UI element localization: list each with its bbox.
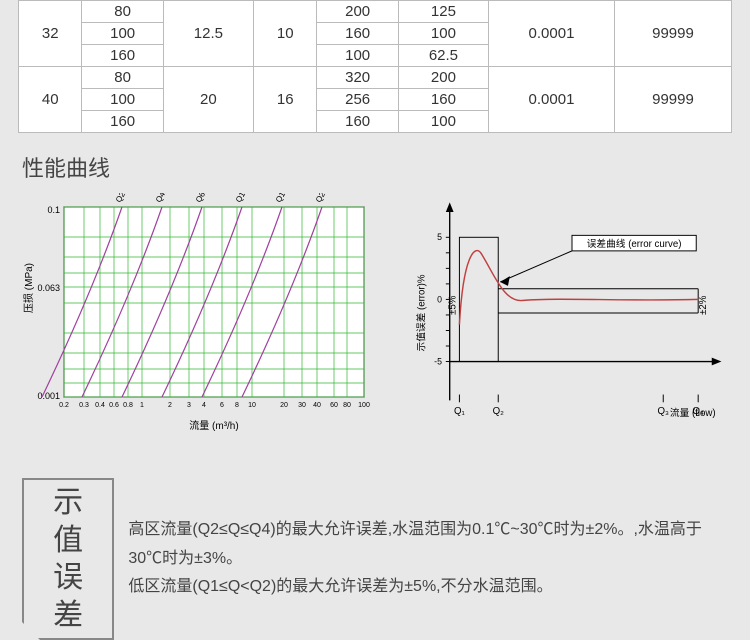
footer-line1: 高区流量(Q2≤Q≤Q4)的最大允许误差,水温范围为0.1℃~30℃时为±2%。… (128, 516, 728, 574)
svg-text:0.2: 0.2 (59, 402, 69, 409)
table-cell: 80 (82, 1, 163, 23)
table-cell: 160 (82, 111, 163, 133)
svg-text:20: 20 (280, 402, 288, 409)
table-cell: 125 (398, 1, 488, 23)
table-cell: 99999 (614, 67, 731, 133)
svg-text:0.8: 0.8 (123, 402, 133, 409)
svg-text:Q10: Q10 (234, 193, 250, 204)
svg-text:40: 40 (313, 402, 321, 409)
table-cell: 12.5 (163, 1, 253, 67)
svg-text:Q₂: Q₂ (493, 406, 505, 417)
svg-text:Q6.3: Q6.3 (194, 193, 211, 204)
table-cell: 100 (317, 45, 398, 67)
c2-ylabel: 示值误差 (error)% (414, 274, 427, 351)
svg-text:Q₁: Q₁ (454, 406, 466, 417)
table-cell: 160 (317, 111, 398, 133)
svg-text:10: 10 (248, 402, 256, 409)
svg-text:6: 6 (220, 402, 224, 409)
svg-text:60: 60 (330, 402, 338, 409)
section-title-perf-curve: 性能曲线 (0, 133, 750, 193)
svg-text:30: 30 (298, 402, 306, 409)
table-cell: 160 (82, 45, 163, 67)
svg-text:0.3: 0.3 (79, 402, 89, 409)
table-cell: 99999 (614, 1, 731, 67)
svg-text:Q16: Q16 (274, 193, 290, 204)
svg-text:4: 4 (202, 402, 206, 409)
table-row: 328012.5102001250.000199999 (19, 1, 732, 23)
svg-text:5: 5 (437, 232, 442, 242)
footer-heading-l1: 示值 (42, 484, 94, 559)
svg-text:1: 1 (140, 402, 144, 409)
table-cell: 320 (317, 67, 398, 89)
table-cell: 0.0001 (489, 1, 615, 67)
c2-curve-label: 误差曲线 (error curve) (587, 237, 682, 250)
error-curve-path (459, 251, 698, 325)
table-cell: 80 (82, 67, 163, 89)
c2-xlabel: 流量 (flow) (670, 406, 716, 419)
table-cell: 32 (19, 1, 82, 67)
svg-text:-5: -5 (434, 356, 442, 366)
svg-text:2: 2 (168, 402, 172, 409)
svg-text:0.6: 0.6 (109, 402, 119, 409)
table-row: 408020163202000.000199999 (19, 67, 732, 89)
svg-text:Q25: Q25 (314, 193, 330, 204)
c1-ytick: 0.1 (47, 205, 60, 215)
charts-row: 0.1 0.063 0.001 压损 (MPa) Q2.5 Q4.0 Q6.3 Q10… (0, 193, 750, 438)
table-cell: 0.0001 (489, 67, 615, 133)
c1-xlabel: 流量 (m³/h) (189, 419, 238, 432)
table-cell: 100 (82, 89, 163, 111)
svg-text:Q₃: Q₃ (657, 406, 669, 417)
svg-text:Q4.0: Q4.0 (154, 193, 171, 204)
svg-text:3: 3 (187, 402, 191, 409)
table-cell: 62.5 (398, 45, 488, 67)
svg-text:100: 100 (358, 402, 370, 409)
pressure-loss-chart: 0.1 0.063 0.001 压损 (MPa) Q2.5 Q4.0 Q6.3 Q10… (22, 193, 377, 438)
footer-text: 高区流量(Q2≤Q≤Q4)的最大允许误差,水温范围为0.1℃~30℃时为±2%。… (128, 478, 728, 640)
c1-ylabel: 压损 (MPa) (22, 263, 35, 313)
c2-band-right: ±2% (698, 295, 709, 315)
table-cell: 160 (317, 23, 398, 45)
table-cell: 100 (82, 23, 163, 45)
svg-text:Q2.5: Q2.5 (114, 193, 131, 204)
table-cell: 100 (398, 23, 488, 45)
table-cell: 20 (163, 67, 253, 133)
svg-text:0.4: 0.4 (95, 402, 105, 409)
table-cell: 200 (317, 1, 398, 23)
table-cell: 256 (317, 89, 398, 111)
c1-ytick: 0.001 (37, 391, 60, 401)
error-curve-chart: 50-5 ±5% ±2% 误差曲线 (error curve) Q₁Q₂Q₃Q₄… (407, 193, 737, 438)
svg-text:8: 8 (235, 402, 239, 409)
c1-ytick: 0.063 (37, 283, 60, 293)
table-cell: 40 (19, 67, 82, 133)
svg-text:0: 0 (437, 294, 442, 304)
table-cell: 16 (254, 67, 317, 133)
table-cell: 10 (254, 1, 317, 67)
footer-block: 示值 误差 高区流量(Q2≤Q≤Q4)的最大允许误差,水温范围为0.1℃~30℃… (22, 478, 728, 640)
spec-table-wrap: 328012.5102001250.0001999991001601001601… (0, 0, 750, 133)
spec-table: 328012.5102001250.0001999991001601001601… (18, 0, 732, 133)
table-cell: 200 (398, 67, 488, 89)
c2-band-left: ±5% (448, 295, 459, 315)
table-cell: 100 (398, 111, 488, 133)
footer-line2: 低区流量(Q1≤Q<Q2)的最大允许误差为±5%,不分水温范围。 (128, 573, 728, 602)
footer-heading-l2: 误差 (42, 559, 94, 634)
corner-cut-icon (22, 622, 40, 640)
table-cell: 160 (398, 89, 488, 111)
svg-text:80: 80 (343, 402, 351, 409)
footer-heading: 示值 误差 (22, 478, 114, 640)
